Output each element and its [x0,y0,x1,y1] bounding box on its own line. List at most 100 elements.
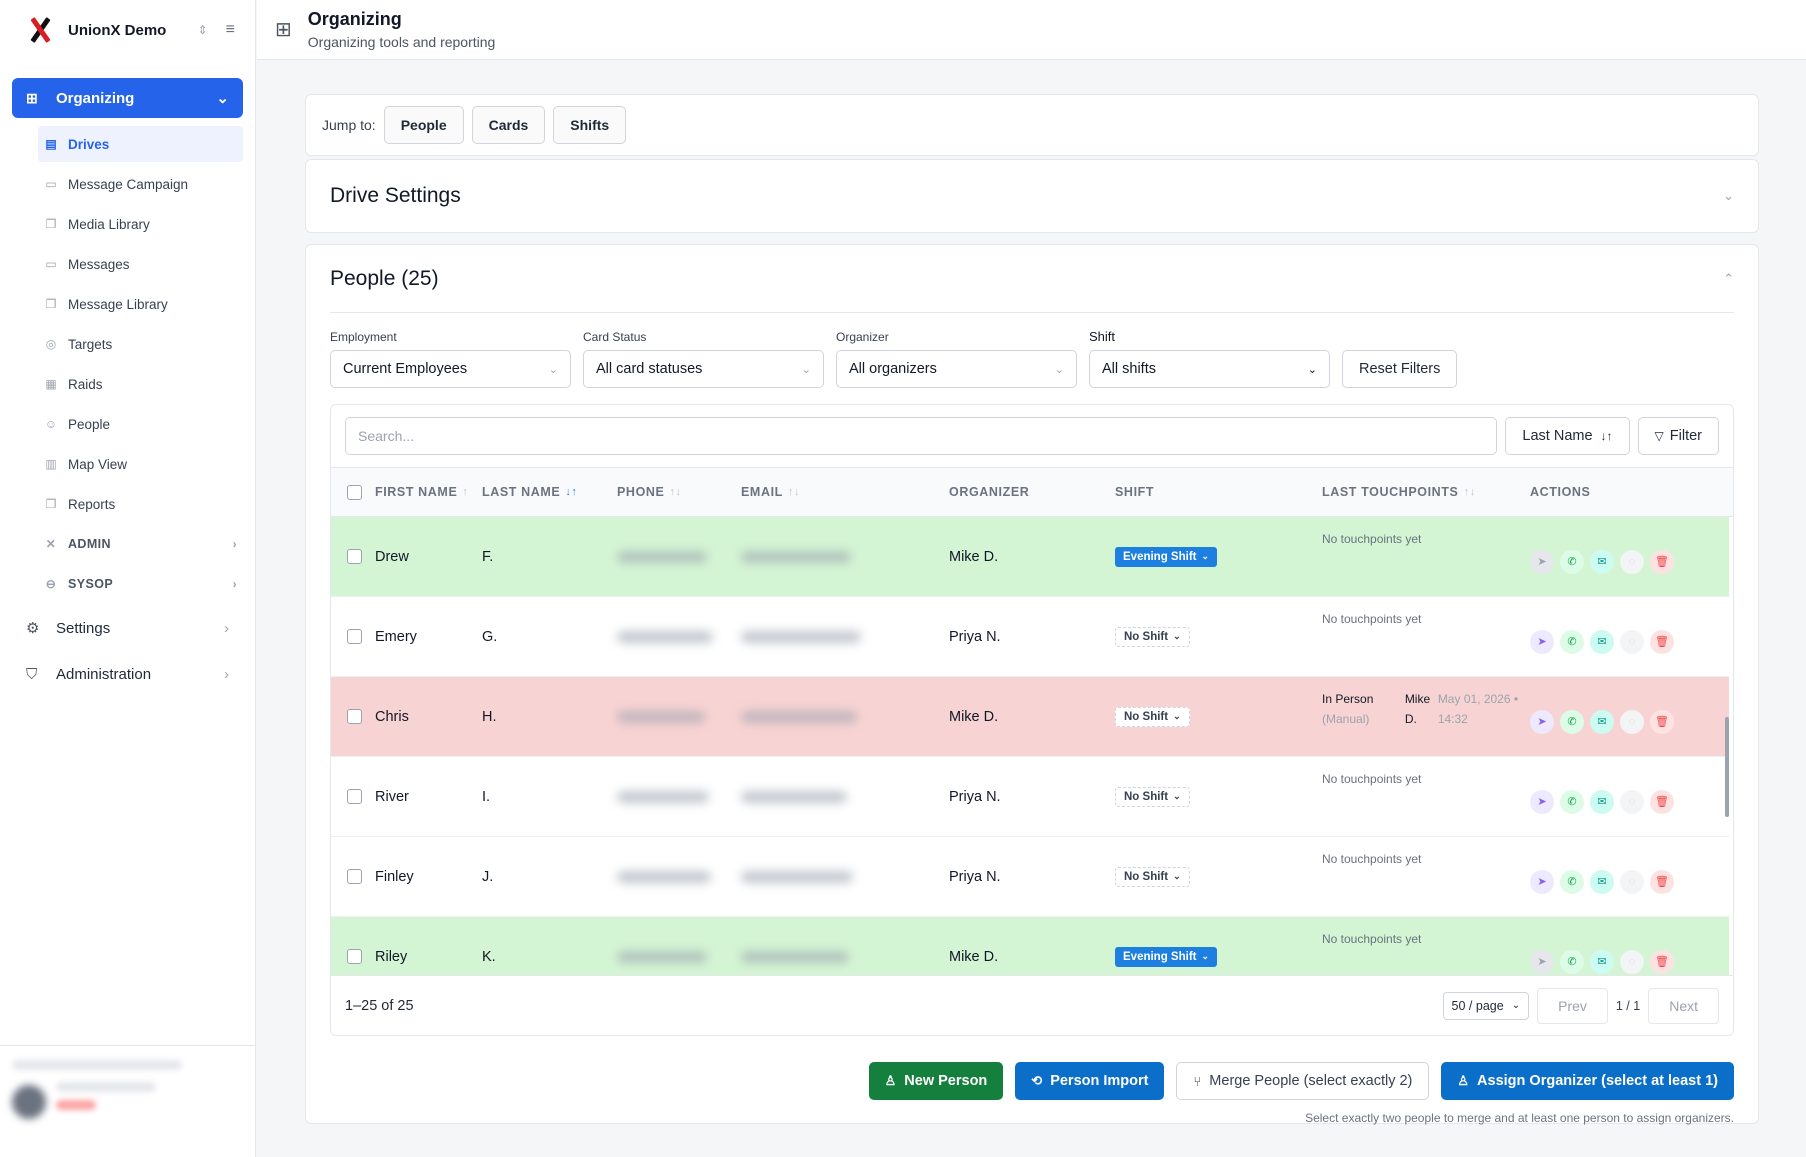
sidebar-item-raids[interactable]: ▦ Raids [38,366,243,402]
merge-people-button[interactable]: ⑂ Merge People (select exactly 2) [1176,1062,1430,1100]
new-person-button[interactable]: ♙ New Person [868,1062,1004,1100]
nav-settings[interactable]: ⚙ Settings › [12,608,243,648]
workspace-switcher[interactable]: UnionX Demo ⇕ ≡ [0,0,255,60]
drive-settings-section[interactable]: Drive Settings ⌄ [305,159,1759,233]
send-icon[interactable]: ➤ [1530,789,1554,814]
col-last-name[interactable]: LAST NAME ↓↑ [482,485,617,499]
trash-icon[interactable]: 🗑 [1650,709,1674,734]
shift-dropdown[interactable]: Evening Shift ⌄ [1115,546,1218,567]
mail-icon[interactable]: ✉ [1590,549,1614,574]
checkbox[interactable] [347,484,362,500]
phone-icon[interactable]: ✆ [1560,789,1584,814]
sidebar-group-sysop[interactable]: ⊖ SYSOP › [38,566,243,602]
row-checkbox[interactable] [347,709,362,724]
row-checkbox[interactable] [347,789,362,804]
trash-icon[interactable]: 🗑 [1650,949,1674,974]
send-icon[interactable]: ➤ [1530,869,1554,894]
last-name: K. [482,948,496,965]
jump-cards-button[interactable]: Cards [471,106,546,144]
reset-filters-button[interactable]: Reset Filters [1342,350,1458,388]
sidebar-item-drives[interactable]: ▤ Drives [38,126,243,162]
row-checkbox[interactable] [347,949,362,964]
nav-organizing[interactable]: ⊞ Organizing ⌄ [12,78,243,118]
mail-icon[interactable]: ✉ [1590,949,1614,974]
shift-dropdown[interactable]: No Shift ⌄ [1115,626,1190,647]
row-checkbox[interactable] [347,629,362,644]
phone-icon[interactable]: ✆ [1560,949,1584,974]
sort-button[interactable]: Last Name ↓↑ [1505,417,1630,455]
jump-shifts-button[interactable]: Shifts [553,106,627,144]
phone-icon[interactable]: ✆ [1560,629,1584,654]
table-row[interactable]: Finley J. Priya N. No Shift ⌄ No touchpoi… [331,837,1729,917]
sidebar-item-targets[interactable]: ◎ Targets [38,326,243,362]
person-import-button[interactable]: ⟲ Person Import [1015,1062,1165,1100]
prev-page-button[interactable]: Prev [1537,987,1608,1024]
nav-administration[interactable]: ⛉ Administration › [12,654,243,694]
row-checkbox[interactable] [347,549,362,564]
sidebar-item-map-view[interactable]: ▥ Map View [38,446,243,482]
location-icon[interactable]: ◌ [1620,789,1644,814]
people-section-header[interactable]: People (25) ⌃ [330,245,1734,313]
phone-icon[interactable]: ✆ [1560,709,1584,734]
send-icon[interactable]: ➤ [1530,949,1554,974]
assign-organizer-button[interactable]: ♙ Assign Organizer (select at least 1) [1441,1062,1734,1100]
sidebar-item-messages[interactable]: ▭ Messages [38,246,243,282]
location-icon[interactable]: ◌ [1620,549,1644,574]
location-icon[interactable]: ◌ [1620,869,1644,894]
table-row[interactable]: Drew F. Mike D. Evening Shift ⌄ No touchp… [331,517,1729,597]
col-email[interactable]: EMAIL ↑↓ [741,485,949,499]
organizer-select[interactable]: All organizers ⌄ [836,350,1077,388]
col-first-name[interactable]: FIRST NAME ↑ [375,485,482,499]
shift-select[interactable]: All shifts ⌄ [1089,350,1330,388]
mail-icon[interactable]: ✉ [1590,789,1614,814]
mail-icon[interactable]: ✉ [1590,629,1614,654]
send-icon[interactable]: ➤ [1530,549,1554,574]
phone-icon[interactable]: ✆ [1560,869,1584,894]
mail-icon[interactable]: ✉ [1590,709,1614,734]
page-size-select[interactable]: 50 / page ⌄ [1442,991,1530,1020]
location-icon[interactable]: ◌ [1620,629,1644,654]
chevron-down-icon[interactable]: ⌄ [1723,188,1734,203]
trash-icon[interactable]: 🗑 [1650,629,1674,654]
col-touchpoints[interactable]: LAST TOUCHPOINTS ↑↓ [1322,485,1530,499]
shift-dropdown[interactable]: No Shift ⌄ [1115,866,1190,887]
jump-people-button[interactable]: People [383,106,464,144]
send-icon[interactable]: ➤ [1530,709,1554,734]
menu-icon[interactable]: ≡ [225,21,235,38]
table-row[interactable]: River I. Priya N. No Shift ⌄ No touchpoin… [331,757,1729,837]
sidebar-item-media-library[interactable]: ❐ Media Library [38,206,243,242]
phone-icon[interactable]: ✆ [1560,549,1584,574]
col-phone[interactable]: PHONE ↑↓ [617,485,741,499]
shift-dropdown[interactable]: No Shift ⌄ [1115,706,1190,727]
trash-icon[interactable]: 🗑 [1650,549,1674,574]
trash-icon[interactable]: 🗑 [1650,789,1674,814]
sidebar-item-message-campaign[interactable]: ▭ Message Campaign [38,166,243,202]
card-status-select[interactable]: All card statuses ⌄ [583,350,824,388]
shift-dropdown[interactable]: Evening Shift ⌄ [1115,946,1218,967]
employment-select[interactable]: Current Employees ⌄ [330,350,571,388]
sidebar-group-admin[interactable]: ✕ ADMIN › [38,526,243,562]
select-all-checkbox[interactable] [331,484,375,500]
search-input[interactable]: Search... [345,417,1498,455]
mail-icon[interactable]: ✉ [1590,869,1614,894]
send-icon[interactable]: ➤ [1530,629,1554,654]
chevron-updown-icon[interactable]: ⇕ [197,23,208,37]
user-account-blurred[interactable] [0,1045,256,1157]
sidebar-item-reports[interactable]: ❐ Reports [38,486,243,522]
table-toolbar: Search... Last Name ↓↑ ▽ Filter [331,405,1733,467]
next-page-button[interactable]: Next [1648,987,1719,1024]
row-checkbox[interactable] [347,869,362,884]
table-row[interactable]: Emery G. Priya N. No Shift ⌄ No touchpoin… [331,597,1729,677]
chevron-down-icon: ⌄ [1201,951,1210,961]
filter-button[interactable]: ▽ Filter [1637,417,1719,455]
sidebar-item-message-library[interactable]: ❐ Message Library [38,286,243,322]
sidebar-item-people[interactable]: ☺ People [38,406,243,442]
table-row[interactable]: Chris H. Mike D. No Shift ⌄ In Person (Ma… [331,677,1729,757]
shift-dropdown[interactable]: No Shift ⌄ [1115,786,1190,807]
trash-icon[interactable]: 🗑 [1650,869,1674,894]
location-icon[interactable]: ◌ [1620,709,1644,734]
location-icon[interactable]: ◌ [1620,949,1644,974]
table-row[interactable]: Riley K. Mike D. Evening Shift ⌄ No touch… [331,917,1729,975]
chevron-up-icon[interactable]: ⌃ [1723,270,1734,286]
table-scrollbar[interactable] [1725,717,1729,817]
